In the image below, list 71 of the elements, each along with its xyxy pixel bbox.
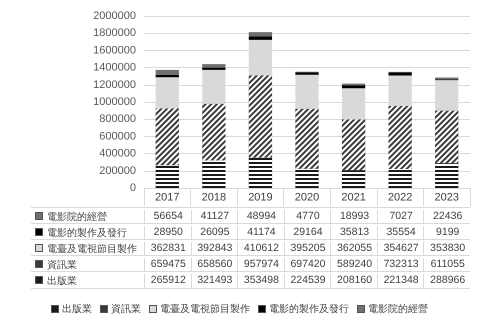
y-tick-label: 1000000	[93, 96, 136, 108]
y-tick-label: 200000	[99, 164, 136, 177]
text: 資訊業	[111, 304, 141, 315]
data-label: 697420	[284, 258, 332, 272]
data-label: 589240	[330, 258, 378, 272]
data-label: 28950	[144, 226, 192, 240]
y-tick-label: 0	[130, 182, 136, 194]
data-label: 48994	[237, 210, 285, 224]
bar	[388, 72, 412, 76]
x-tick-label: 2018	[202, 192, 226, 204]
data-label: 224539	[284, 274, 332, 288]
text: 出版業	[62, 304, 92, 315]
x-tick-label: 2021	[341, 192, 366, 204]
y-tick-label: 600000	[99, 130, 136, 142]
x-tick-label: 2023	[434, 192, 459, 204]
text: 電臺及電視節目製作	[160, 304, 250, 315]
legend-label: 電影院的經營	[47, 210, 107, 224]
data-label: 41127	[190, 210, 238, 224]
data-label: 22436	[423, 210, 471, 224]
bar	[156, 70, 179, 75]
legend-label: 資訊業	[47, 258, 77, 272]
data-label: 410612	[237, 242, 285, 256]
data-label: 35554	[376, 226, 424, 240]
y-tick-label: 1600000	[93, 44, 136, 56]
y-tick-label: 1200000	[93, 78, 136, 91]
y-tick-label: 1800000	[93, 27, 136, 40]
legend-label: 電影的製作及發行	[47, 226, 127, 240]
x-tick-label: 2022	[388, 192, 412, 204]
text: 電影的製作及發行	[269, 304, 349, 315]
bar	[248, 32, 272, 36]
bar	[342, 85, 366, 88]
data-label: 7027	[376, 210, 424, 224]
data-label: 265912	[144, 274, 192, 288]
data-label: 56654	[144, 210, 192, 224]
data-label: 18993	[330, 210, 378, 224]
data-label: 353498	[237, 274, 285, 288]
data-label: 611055	[423, 258, 471, 272]
y-tick-label: 2000000	[93, 10, 136, 22]
bar	[202, 64, 226, 68]
data-label: 362055	[330, 242, 378, 256]
data-label: 9199	[423, 226, 471, 240]
bar	[248, 36, 272, 40]
data-label: 362831	[144, 242, 192, 256]
data-label: 208160	[330, 274, 378, 288]
legend-label: 出版業	[47, 274, 77, 288]
data-label: 732313	[376, 258, 424, 272]
data-label: 395205	[284, 242, 332, 256]
y-tick-label: 1400000	[93, 62, 136, 74]
x-tick-label: 2019	[248, 192, 273, 204]
data-label: 221348	[376, 274, 424, 288]
data-label: 35813	[330, 226, 378, 240]
x-tick-label: 2020	[294, 192, 320, 204]
data-label: 353830	[423, 242, 471, 256]
data-label: 658560	[190, 258, 238, 272]
data-label: 659475	[144, 258, 192, 272]
text: 電影院的經營	[368, 304, 428, 315]
x-tick-label: 2017	[155, 192, 180, 204]
bar	[295, 72, 319, 75]
data-label: 41174	[237, 226, 285, 240]
data-label: 4770	[284, 210, 332, 224]
legend-label: 電臺及電視節目製作	[47, 242, 137, 256]
y-tick-label: 400000	[99, 148, 136, 160]
data-label: 392843	[190, 242, 238, 256]
y-tick-label: 800000	[99, 113, 136, 126]
data-label: 29164	[284, 226, 332, 240]
data-label: 957974	[237, 258, 285, 272]
data-label: 354627	[376, 242, 424, 256]
data-label: 288966	[423, 274, 471, 288]
data-label: 321493	[190, 274, 238, 288]
data-label: 26095	[190, 226, 238, 240]
bar	[156, 74, 179, 78]
